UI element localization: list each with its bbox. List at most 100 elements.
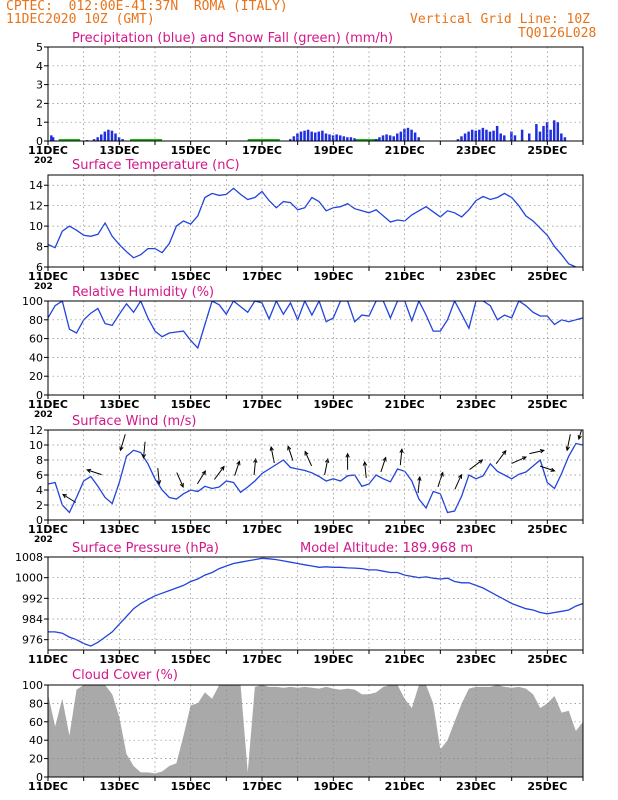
wind-arrow-head (304, 450, 309, 456)
precip-bar (51, 137, 55, 141)
wind-arrow-head (539, 448, 545, 454)
precip-bar (470, 129, 474, 141)
precip-bar (289, 139, 292, 141)
x-tick-label: 23DEC (456, 144, 496, 157)
wind-arrow-head (417, 475, 422, 481)
panel-title: Cloud Cover (%) (72, 668, 178, 683)
series-line (48, 187, 579, 267)
y-tick-label: 100 (22, 679, 43, 692)
precip-bar (121, 139, 124, 141)
x-tick-label: 11DEC (28, 270, 68, 283)
wind-arrow (176, 472, 184, 488)
x-tick-label: 25DEC (527, 398, 567, 411)
panel-title: Relative Humidity (%) (72, 285, 214, 300)
wind-arrow-head (478, 459, 484, 464)
x-tick-label: 17DEC (242, 780, 282, 793)
wind-arrow-head (220, 465, 225, 471)
wind-arrow (253, 458, 257, 476)
wind-arrow-head (236, 460, 241, 466)
series-line (48, 557, 583, 647)
precip-bar (385, 134, 388, 141)
x-tick-label: 17DEC (242, 144, 282, 157)
precip-bar (460, 136, 463, 141)
wind-arrow (120, 434, 126, 451)
precip-bar (114, 133, 117, 141)
data-layer (48, 557, 583, 647)
precip-bar (410, 129, 413, 141)
precip-bar (310, 131, 313, 141)
y-tick-label: 40 (29, 351, 43, 364)
precip-bar (299, 131, 303, 141)
y-tick-label: 8 (36, 454, 43, 467)
x-tick-label: 19DEC (313, 398, 353, 411)
y-tick-label: 12 (29, 200, 43, 213)
y-tick-label: 2 (36, 97, 43, 110)
wind-arrow (380, 457, 387, 473)
x-tick-label: 15DEC (171, 523, 211, 536)
precip-bar (317, 131, 321, 141)
x-tick-label: 15DEC (171, 780, 211, 793)
y-tick-label: 40 (29, 734, 43, 747)
x-tick-label: 11DEC (28, 398, 68, 411)
x-year-fragment: 202 (34, 282, 53, 292)
x-tick-label: 21DEC (385, 780, 425, 793)
y-tick-label: 2 (36, 499, 43, 512)
x-tick-label: 15DEC (171, 398, 211, 411)
precip-bar (510, 131, 513, 141)
wind-arrow-head (119, 446, 124, 452)
data-layer (50, 120, 567, 141)
x-tick-label: 15DEC (171, 653, 211, 666)
x-tick-label: 15DEC (171, 270, 211, 283)
panel-0: Precipitation (blue) and Snow Fall (gree… (28, 31, 584, 166)
precip-bar (403, 128, 406, 141)
x-year-fragment: 202 (34, 410, 53, 420)
precip-bar (481, 127, 485, 141)
x-tick-label: 19DEC (313, 270, 353, 283)
panel-1: Surface Temperature (nC) 6 8 10 12 14 11DEC 13D… (28, 158, 584, 292)
wind-arrow (234, 461, 240, 476)
precip-bar (503, 135, 506, 141)
plot-frame (47, 684, 584, 778)
x-tick-label: 23DEC (456, 523, 496, 536)
panel-5: Cloud Cover (%) 0 20 40 60 80 100 11DEC 13DEC 15D… (22, 668, 584, 793)
precip-bar (378, 137, 381, 141)
y-tick-label: 0 (36, 135, 43, 148)
plot-frame (47, 174, 584, 268)
x-tick-label: 23DEC (456, 780, 496, 793)
y-tick-label: 0 (36, 771, 43, 784)
x-tick-label: 25DEC (527, 523, 567, 536)
y-tick-label: 1 (36, 116, 43, 129)
chart-header: CPTEC: 012:00E-41:37N ROMA (ITALY) 11DEC… (0, 0, 618, 48)
x-tick-label: 19DEC (313, 780, 353, 793)
precip-bar (50, 135, 53, 141)
wind-arrow (213, 466, 225, 480)
plot-frame (47, 300, 584, 396)
x-tick-label: 17DEC (242, 398, 282, 411)
y-tick-label: 10 (29, 220, 43, 233)
precip-bar (342, 136, 346, 141)
y-tick-label: 0 (36, 514, 43, 527)
precip-bar (381, 135, 385, 141)
precip-bar (528, 133, 531, 141)
x-tick-label: 17DEC (242, 653, 282, 666)
data-layer (48, 685, 583, 777)
x-tick-label: 25DEC (527, 780, 567, 793)
x-tick-label: 21DEC (385, 653, 425, 666)
precip-bar (406, 127, 410, 141)
x-tick-label: 19DEC (313, 653, 353, 666)
y-tick-label: 60 (29, 716, 43, 729)
y-tick-label: 1008 (15, 551, 43, 564)
wind-arrow (364, 461, 367, 479)
precip-bar (488, 131, 492, 141)
x-tick-label: 21DEC (385, 398, 425, 411)
precip-bar (388, 135, 392, 141)
wind-arrow (62, 494, 77, 503)
precip-bar (321, 130, 324, 141)
precip-bar (303, 130, 306, 141)
wind-arrow-head (521, 456, 528, 461)
data-layer (48, 187, 579, 267)
wind-arrow-head (399, 448, 404, 454)
series-line (48, 301, 583, 350)
wind-arrow-head (253, 457, 258, 463)
